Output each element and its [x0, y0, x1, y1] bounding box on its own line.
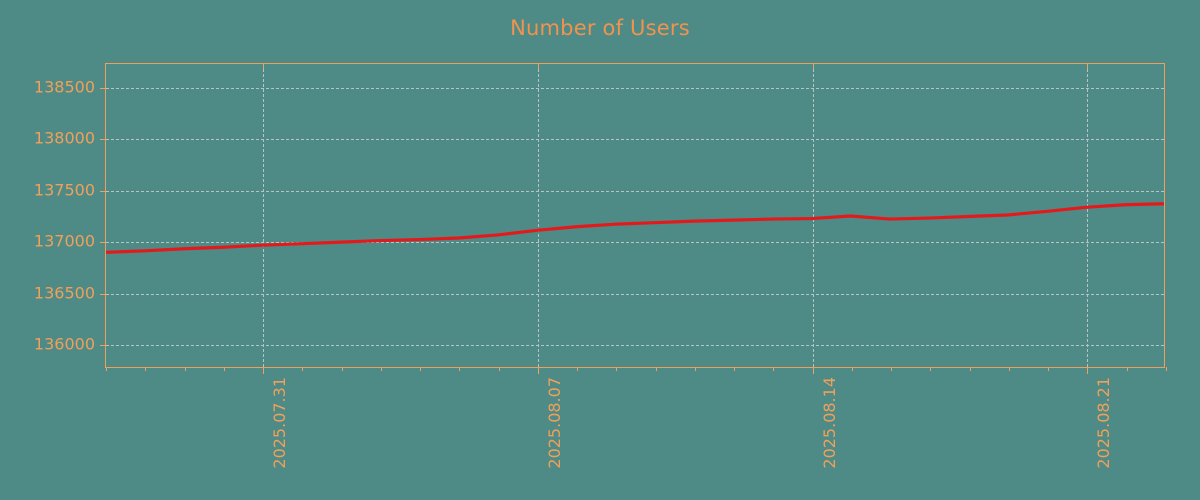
series-polyline	[105, 202, 1165, 254]
gridline-horizontal	[106, 293, 1164, 295]
gridline-horizontal	[106, 242, 1164, 244]
x-tick-mark-top	[537, 64, 539, 69]
x-tick-mark-minor	[1166, 367, 1167, 371]
gridline-vertical	[812, 64, 814, 367]
x-tick-mark-minor	[380, 367, 382, 371]
x-tick-mark-minor	[577, 367, 579, 371]
x-tick-mark-minor	[655, 367, 657, 371]
x-tick-mark-minor	[851, 367, 853, 371]
plot-area	[100, 63, 1167, 374]
data-series-line	[105, 202, 1165, 254]
x-tick-mark-minor	[498, 367, 500, 371]
x-tick-mark-minor	[341, 367, 343, 371]
gridline-vertical	[263, 64, 265, 367]
x-tick-mark-major	[812, 367, 814, 374]
x-tick-mark-minor	[694, 367, 696, 371]
x-tick-mark-minor	[1008, 367, 1010, 371]
x-tick-mark-minor	[891, 367, 893, 371]
gridline-horizontal	[106, 345, 1164, 347]
x-tick-mark-minor	[302, 367, 304, 371]
gridline-horizontal	[106, 139, 1164, 141]
x-tick-label: 2025.08.21	[1094, 377, 1114, 469]
y-tick-label: 137000	[33, 231, 95, 251]
x-tick-mark-minor	[616, 367, 618, 371]
y-tick-label: 138500	[33, 77, 95, 97]
x-tick-mark-minor	[459, 367, 461, 371]
x-tick-mark-minor	[1126, 367, 1128, 371]
x-tick-mark-minor	[420, 367, 422, 371]
y-tick-label: 137500	[33, 180, 95, 200]
y-tick-mark	[100, 190, 106, 192]
y-tick-label: 136000	[33, 334, 95, 354]
x-tick-mark-minor	[734, 367, 736, 371]
x-tick-mark-minor	[223, 367, 225, 371]
gridline-vertical	[1087, 64, 1089, 367]
chart-title: Number of Users	[510, 16, 690, 40]
y-tick-mark	[100, 139, 106, 141]
x-tick-mark-top	[263, 64, 265, 69]
x-tick-label: 2025.08.14	[819, 377, 839, 469]
y-tick-label: 138000	[33, 128, 95, 148]
y-tick-label: 136500	[33, 283, 95, 303]
gridline-horizontal	[106, 190, 1164, 192]
gridline-horizontal	[106, 87, 1164, 89]
y-tick-mark	[100, 242, 106, 244]
y-tick-mark	[100, 87, 106, 89]
x-tick-mark-top	[812, 64, 814, 69]
gridline-vertical	[537, 64, 539, 367]
x-tick-mark-minor	[930, 367, 932, 371]
x-tick-mark-minor	[106, 367, 107, 371]
x-tick-mark-minor	[969, 367, 971, 371]
x-tick-mark-minor	[1048, 367, 1050, 371]
y-tick-mark	[100, 345, 106, 347]
x-tick-mark-major	[1087, 367, 1089, 374]
x-tick-label: 2025.08.07	[544, 377, 564, 469]
x-tick-mark-minor	[773, 367, 775, 371]
x-tick-mark-minor	[145, 367, 147, 371]
y-tick-mark	[100, 293, 106, 295]
x-tick-mark-major	[537, 367, 539, 374]
x-tick-mark-minor	[184, 367, 186, 371]
x-tick-mark-major	[263, 367, 265, 374]
x-tick-mark-top	[1087, 64, 1089, 69]
x-tick-label: 2025.07.31	[270, 377, 290, 469]
